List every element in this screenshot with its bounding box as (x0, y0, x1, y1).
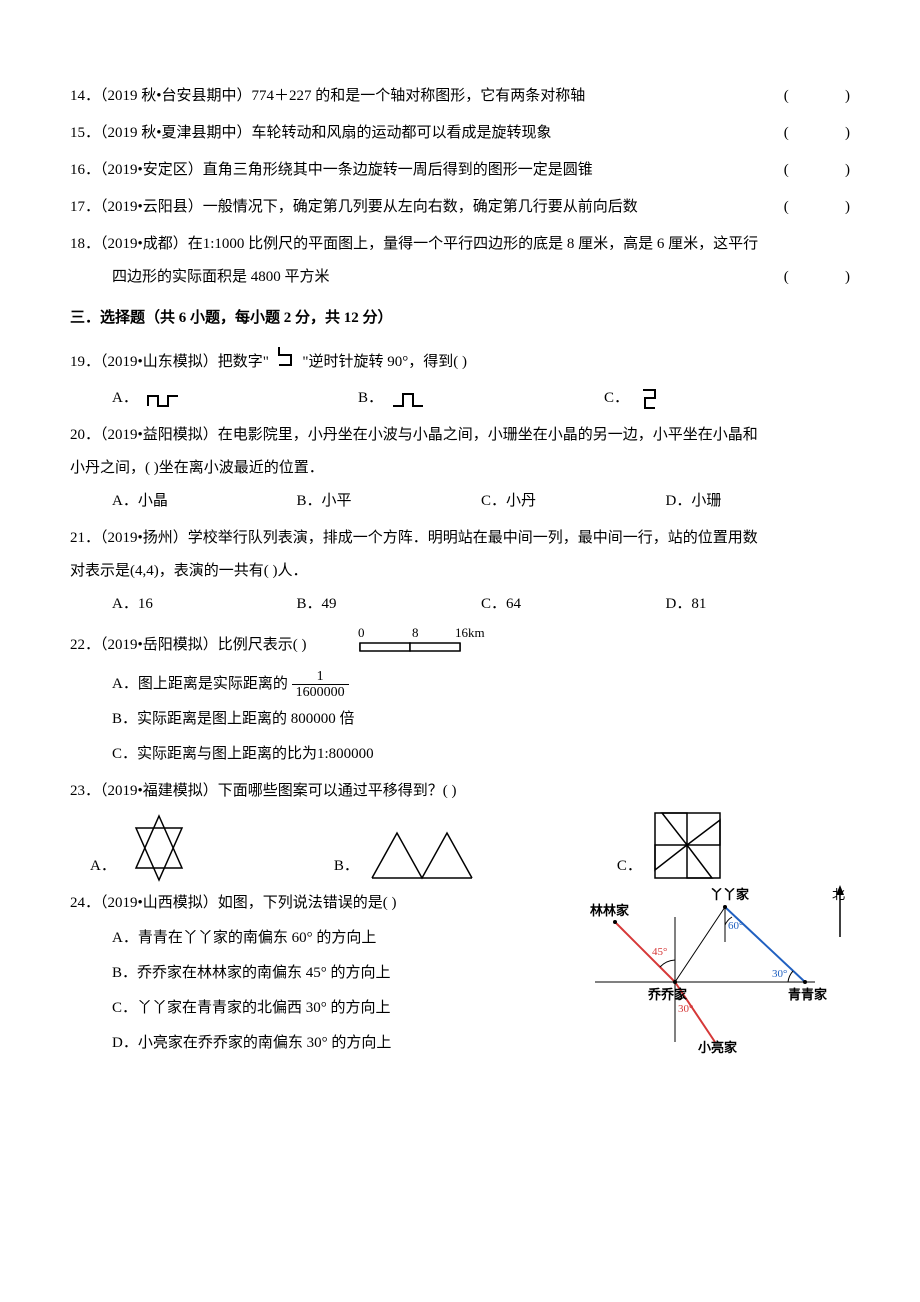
scale-label-0: 0 (358, 625, 365, 640)
q21-opt-b: B．49 (297, 588, 482, 621)
q18-line1: 18．（2019•成都）在1:1000 比例尺的平面图上，量得一个平行四边形的底… (70, 228, 850, 261)
q20-opt-b: B．小平 (297, 485, 482, 518)
section-3-header: 三．选择题（共 6 小题，每小题 2 分，共 12 分） (70, 302, 850, 335)
q20-line1: 20．（2019•益阳模拟）在电影院里，小丹坐在小波与小晶之间，小珊坐在小晶的另… (70, 419, 850, 452)
q19-shape-c-icon (637, 386, 663, 412)
q22-opt-c: C．实际距离与图上距离的比为1:800000 (112, 738, 850, 771)
q17: 17．（2019•云阳县）一般情况下，确定第几列要从左向右数，确定第几行要从前向… (70, 191, 850, 224)
digit-shape-icon (273, 343, 299, 382)
lbl-30a: 30° (772, 968, 787, 980)
q19: 19．（2019•山东模拟）把数字" "逆时针旋转 90°，得到( ) A． B… (70, 343, 850, 415)
q20: 20．（2019•益阳模拟）在电影院里，小丹坐在小波与小晶之间，小珊坐在小晶的另… (70, 419, 850, 518)
q19-opt-b: B． (358, 382, 604, 415)
q22-opt-a: A．图上距离是实际距离的 1 1600000 (112, 668, 850, 701)
q24: 24．（2019•山西模拟）如图，下列说法错误的是( ) A．青青在丫丫家的南偏… (70, 887, 850, 1060)
lbl-45: 45° (652, 946, 667, 958)
q22-opt-b: B．实际距离是图上距离的 800000 倍 (112, 703, 850, 736)
q19-stem: 19．（2019•山东模拟）把数字" "逆时针旋转 90°，得到( ) (70, 343, 850, 382)
scale-label-1: 8 (412, 625, 419, 640)
lbl-bei: 北 (832, 887, 845, 902)
lbl-yaya: 丫丫家 (710, 887, 750, 902)
lbl-60: 60° (728, 920, 743, 932)
q22-text: 22．（2019•岳阳模拟）比例尺表示( ) (70, 637, 307, 653)
q15-paren: ( ) (784, 117, 850, 150)
q21-opt-c: C．64 (481, 588, 666, 621)
q23-opt-a: A． (90, 813, 194, 883)
q16-text: 16．（2019•安定区）直角三角形绕其中一条边旋转一周后得到的图形一定是圆锥 (70, 154, 784, 187)
q20-opt-c: C．小丹 (481, 485, 666, 518)
q18-paren: ( ) (784, 261, 850, 294)
direction-map-icon: 林林家 丫丫家 北 乔乔家 青青家 小亮家 45° 60° 30° 30° (570, 877, 870, 1070)
q19-opt-a: A． (112, 382, 358, 415)
lbl-qiaoqiao: 乔乔家 (647, 987, 688, 1002)
q23-opt-b: B． (334, 823, 477, 883)
q18-line2: 四边形的实际面积是 4800 平方米 (112, 261, 784, 294)
q19-opt-c: C． (604, 382, 850, 415)
q22: 22．（2019•岳阳模拟）比例尺表示( ) 0 8 16km A．图上距离是实… (70, 625, 850, 771)
q19-shape-a-icon (146, 388, 180, 410)
q21-opt-d: D．81 (666, 588, 851, 621)
star-hexagram-icon (124, 813, 194, 883)
lbl-qingqing: 青青家 (788, 987, 828, 1002)
q19-text-a: 19．（2019•山东模拟）把数字" (70, 354, 269, 370)
q14-paren: ( ) (784, 80, 850, 113)
q19-text-b: "逆时针旋转 90°，得到( ) (302, 354, 467, 370)
q22-options: A．图上距离是实际距离的 1 1600000 B．实际距离是图上距离的 8000… (112, 668, 850, 771)
q20-opt-d: D．小珊 (666, 485, 851, 518)
fraction-icon: 1 1600000 (292, 669, 349, 701)
q15-text: 15．（2019 秋•夏津县期中）车轮转动和风扇的运动都可以看成是旋转现象 (70, 117, 784, 150)
lbl-linlin: 林林家 (590, 903, 630, 918)
q16-paren: ( ) (784, 154, 850, 187)
scale-label-2: 16km (455, 625, 485, 640)
q23-opt-c: C． (617, 808, 725, 883)
q19-shape-b-icon (391, 388, 425, 410)
q14: 14．（2019 秋•台安县期中）774＋227 的和是一个轴对称图形，它有两条… (70, 80, 850, 113)
triangles-icon (367, 823, 477, 883)
q21-options: A．16 B．49 C．64 D．81 (112, 588, 850, 621)
q17-text: 17．（2019•云阳县）一般情况下，确定第几列要从左向右数，确定第几行要从前向… (70, 191, 784, 224)
q23: 23．（2019•福建模拟）下面哪些图案可以通过平移得到？( ) A． B． C… (70, 775, 850, 883)
lbl-30b: 30° (678, 1003, 693, 1015)
q22-stem-row: 22．（2019•岳阳模拟）比例尺表示( ) 0 8 16km (70, 625, 850, 666)
q20-opt-a: A．小晶 (112, 485, 297, 518)
q15: 15．（2019 秋•夏津县期中）车轮转动和风扇的运动都可以看成是旋转现象 ( … (70, 117, 850, 150)
q23-text: 23．（2019•福建模拟）下面哪些图案可以通过平移得到？( ) (70, 775, 850, 808)
q23-options: A． B． C． (90, 808, 850, 883)
q21-line1: 21．（2019•扬州）学校举行队列表演，排成一个方阵．明明站在最中间一列，最中… (70, 522, 850, 555)
pinwheel-icon (650, 808, 725, 883)
lbl-xiaoliang: 小亮家 (698, 1040, 738, 1055)
q19-options: A． B． C． (112, 382, 850, 415)
q21-opt-a: A．16 (112, 588, 297, 621)
q21: 21．（2019•扬州）学校举行队列表演，排成一个方阵．明明站在最中间一列，最中… (70, 522, 850, 621)
q16: 16．（2019•安定区）直角三角形绕其中一条边旋转一周后得到的图形一定是圆锥 … (70, 154, 850, 187)
q20-options: A．小晶 B．小平 C．小丹 D．小珊 (112, 485, 850, 518)
q21-line2: 对表示是(4,4)，表演的一共有( )人． (70, 555, 850, 588)
q18: 18．（2019•成都）在1:1000 比例尺的平面图上，量得一个平行四边形的底… (70, 228, 850, 294)
q17-paren: ( ) (784, 191, 850, 224)
q14-text: 14．（2019 秋•台安县期中）774＋227 的和是一个轴对称图形，它有两条… (70, 80, 784, 113)
scale-bar-icon: 0 8 16km (350, 625, 500, 666)
q20-line2: 小丹之间，( )坐在离小波最近的位置． (70, 452, 850, 485)
